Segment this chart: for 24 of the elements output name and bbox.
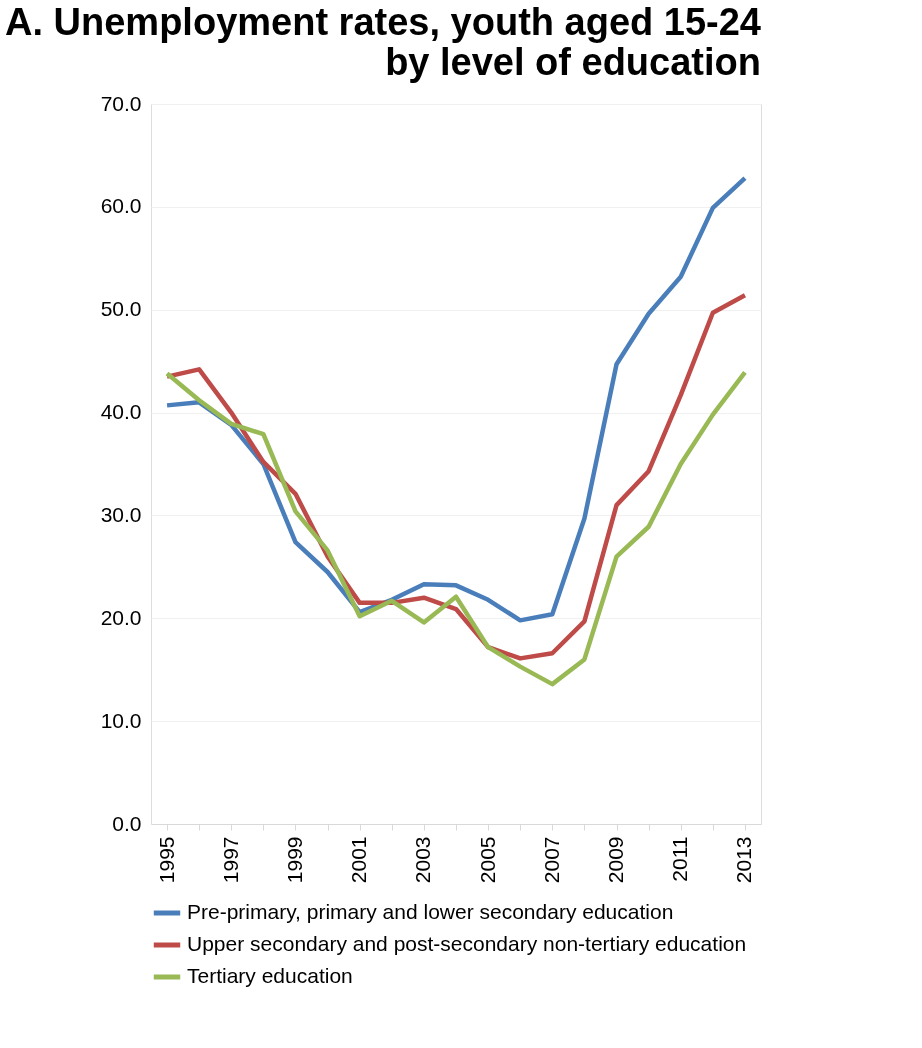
line-series [164, 370, 748, 687]
legend-label: Tertiary education [187, 964, 353, 987]
x-tick-label: 2005 [475, 836, 499, 884]
text: A. Unemployment rates, youth aged 15-24 [5, 1, 761, 43]
y-tick-label: 20.0 [100, 605, 142, 629]
x-tick-label: 1999 [282, 836, 306, 884]
y-tick-label: 10.0 [100, 708, 142, 732]
y-tick-label: 30.0 [100, 502, 142, 526]
x-tick-label: 2001 [347, 836, 371, 884]
y-tick-label: 70.0 [100, 91, 142, 115]
legend-label: Pre-primary, primary and lower secondary education [187, 900, 674, 923]
x-tick-label: 1997 [218, 836, 242, 884]
y-tick-label: 50.0 [100, 297, 142, 321]
x-tick-label: 2007 [539, 836, 563, 884]
y-tick-label: 60.0 [100, 194, 142, 218]
y-tick-label: 40.0 [100, 400, 142, 424]
x-tick-label: 1995 [154, 836, 178, 884]
y-tick-label: 0.0 [112, 811, 142, 835]
legend-label: Upper secondary and post-secondary non-tertiary education [187, 932, 747, 955]
x-tick-label: 2003 [411, 836, 435, 884]
x-tick-label: 2009 [604, 836, 628, 884]
x-tick-label: 2013 [732, 836, 756, 884]
line-series [164, 175, 748, 623]
x-tick-label: 2011 [668, 836, 692, 882]
